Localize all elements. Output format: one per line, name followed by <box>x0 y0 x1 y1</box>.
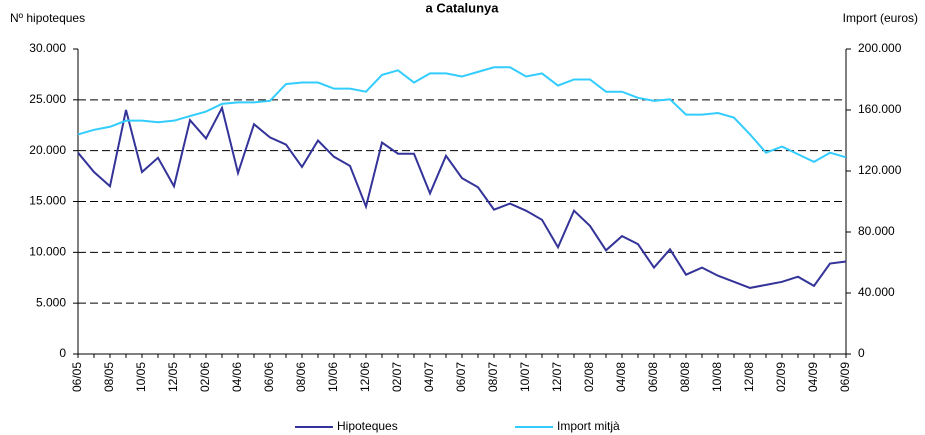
y2-axis-label: Import (euros) <box>843 11 918 25</box>
x-tick-label: 10/05 <box>134 362 148 392</box>
y2-tick-label: 120.000 <box>858 163 902 177</box>
y2-tick-label: 0 <box>858 346 865 360</box>
x-tick-label: 04/08 <box>614 362 628 392</box>
y-tick-label: 25.000 <box>29 92 66 106</box>
x-tick-label: 02/09 <box>774 362 788 392</box>
x-tick-label: 02/06 <box>198 362 212 392</box>
x-tick-label: 12/08 <box>742 362 756 392</box>
x-tick-label: 02/08 <box>582 362 596 392</box>
y-axis-label: Nº hipoteques <box>10 11 85 25</box>
x-tick-label: 06/06 <box>262 362 276 392</box>
y-tick-label: 10.000 <box>29 245 66 259</box>
x-tick-label: 06/07 <box>454 362 468 392</box>
x-tick-label: 06/05 <box>70 362 84 392</box>
x-tick-label: 04/09 <box>806 362 820 392</box>
x-tick-label: 04/07 <box>422 362 436 392</box>
series-line <box>77 105 847 289</box>
x-tick-label: 02/07 <box>390 362 404 392</box>
x-tick-label: 06/08 <box>646 362 660 392</box>
y2-tick-label: 200.000 <box>858 41 902 55</box>
y-tick-label: 15.000 <box>29 194 66 208</box>
x-tick-label: 12/05 <box>166 362 180 392</box>
x-tick-label: 12/07 <box>550 362 564 392</box>
x-tick-label: 06/09 <box>838 362 852 392</box>
legend-label: Import mitjà <box>557 419 620 433</box>
x-tick-label: 08/07 <box>486 362 500 392</box>
y-tick-label: 30.000 <box>29 41 66 55</box>
x-tick-label: 08/08 <box>678 362 692 392</box>
x-tick-label: 04/06 <box>230 362 244 392</box>
y-tick-label: 0 <box>59 346 66 360</box>
legend-label: Hipoteques <box>337 419 398 433</box>
x-tick-label: 10/07 <box>518 362 532 392</box>
y2-tick-label: 160.000 <box>858 102 902 116</box>
y2-tick-label: 80.000 <box>858 224 895 238</box>
chart-title: a Catalunya <box>426 0 500 15</box>
x-tick-label: 10/08 <box>710 362 724 392</box>
x-tick-label: 08/06 <box>294 362 308 392</box>
x-tick-label: 08/05 <box>102 362 116 392</box>
y2-tick-label: 40.000 <box>858 285 895 299</box>
x-tick-label: 12/06 <box>358 362 372 392</box>
x-tick-label: 10/06 <box>326 362 340 392</box>
series-line <box>77 66 847 163</box>
y-tick-label: 5.000 <box>36 295 66 309</box>
y-tick-label: 20.000 <box>29 143 66 157</box>
